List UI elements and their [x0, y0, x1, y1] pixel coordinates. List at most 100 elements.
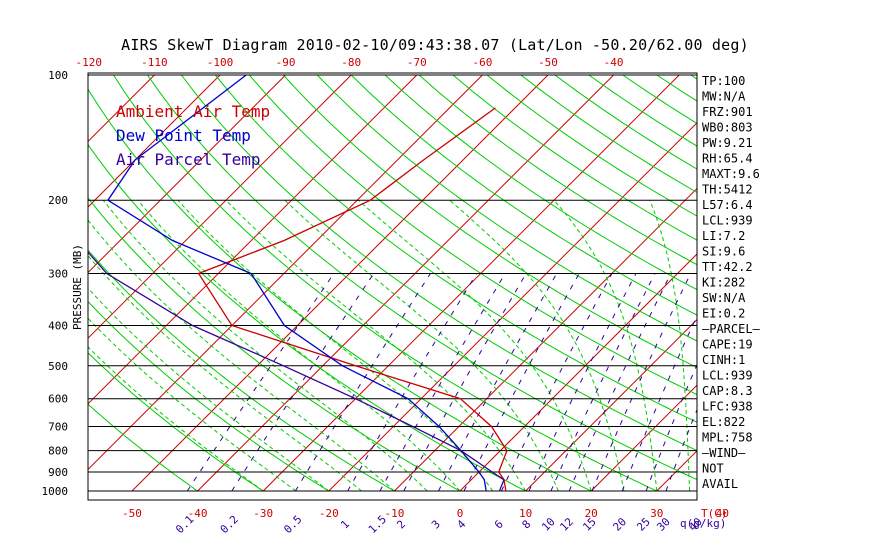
mixing-ratio-line [403, 273, 527, 492]
pressure-tick-label: 700 [48, 421, 68, 434]
index-item: SW:N/A [702, 291, 746, 305]
dry-adiabat-line [248, 74, 697, 396]
dry-adiabat-line [316, 74, 697, 342]
bottom-temp-tick-label: 0 [457, 507, 464, 520]
isotherm-line [590, 384, 697, 492]
dry-adiabat-line [88, 300, 330, 492]
moist-adiabat-line [88, 287, 330, 492]
dry-adiabat-line [88, 403, 198, 492]
moist-adiabat-line [88, 219, 395, 492]
legend-dew-point: Dew Point Temp [116, 126, 251, 145]
dry-adiabat-line [88, 88, 592, 492]
isotherm-line [88, 74, 286, 274]
parcel-temp-line [88, 251, 505, 492]
dry-adiabat-line [88, 197, 461, 492]
index-item: AVAIL [702, 477, 738, 491]
dry-adiabat-line [486, 74, 697, 217]
mixing-ratio-label: 6 [492, 518, 506, 532]
pressure-tick-label: 800 [48, 445, 68, 458]
isotherm-line [88, 74, 221, 208]
pressure-tick-label: 300 [48, 267, 68, 280]
dry-adiabat-line [827, 75, 870, 491]
dry-adiabat-line [656, 74, 697, 102]
isotherm-line [525, 318, 697, 492]
index-item: MW:N/A [702, 90, 746, 104]
mixing-ratio-label: 20 [610, 515, 629, 534]
top-temp-tick-label: -110 [141, 56, 168, 69]
mixing-ratio-line [621, 314, 697, 492]
moist-adiabat-line [449, 199, 625, 492]
chart-title: AIRS SkewT Diagram 2010-02-10/09:43:38.0… [121, 36, 749, 54]
dry-adiabat-line [520, 74, 697, 193]
bottom-temp-tick-label: 10 [519, 507, 532, 520]
dew-point-line [106, 74, 487, 492]
plot-frame [87, 72, 698, 501]
bottom-temp-tick-label: 30 [650, 507, 663, 520]
isotherm-line [88, 74, 418, 405]
index-item: RH:65.4 [702, 152, 753, 166]
top-temp-tick-label: -60 [472, 56, 492, 69]
isotherm-line [788, 75, 870, 491]
mixing-ratio-line [186, 273, 335, 492]
index-item: FRZ:901 [702, 105, 753, 119]
top-temp-tick-label: -100 [207, 56, 234, 69]
mixing-ratio-line [294, 273, 431, 492]
dry-adiabat-line [452, 74, 697, 241]
pressure-tick-label: 400 [48, 319, 68, 332]
mixing-ratio-label: 10 [539, 515, 558, 534]
index-item: CAP:8.3 [702, 384, 753, 398]
index-item: —WIND— [702, 446, 746, 460]
ambient-temp-line [197, 107, 508, 492]
index-item: MPL:758 [702, 431, 753, 445]
dry-adiabat-line [861, 75, 870, 491]
pressure-tick-label: 1000 [42, 485, 69, 498]
dry-adiabat-line [181, 74, 697, 452]
bottom-temp-tick-label: -50 [122, 507, 142, 520]
moist-adiabat-line [284, 199, 559, 492]
moist-adiabat-line [88, 346, 264, 492]
isotherm-line [131, 74, 549, 492]
index-item: SI:9.6 [702, 245, 745, 259]
dry-adiabat-line [214, 74, 697, 423]
top-temp-tick-label: -40 [604, 56, 624, 69]
dry-adiabat-line [146, 74, 697, 481]
pressure-tick-label: 500 [48, 360, 68, 373]
top-temp-tick-label: -50 [538, 56, 558, 69]
legend-ambient-temp: Ambient Air Temp [116, 102, 270, 121]
isotherm-line [88, 74, 483, 471]
bottom-temp-tick-label: -40 [188, 507, 208, 520]
mixing-ratio-label: 12 [557, 515, 576, 534]
moist-adiabat-line [137, 199, 461, 492]
bottom-temp-tick-label: 40 [716, 507, 729, 520]
isotherm-line [88, 74, 352, 339]
bottom-temp-tick-label: 20 [585, 507, 598, 520]
bottom-temp-tick-label: -10 [384, 507, 404, 520]
dry-adiabat-line [88, 249, 395, 492]
index-item: WB0:803 [702, 121, 753, 135]
index-item: EI:0.2 [702, 307, 745, 321]
top-temp-tick-label: -80 [341, 56, 361, 69]
dry-adiabat-line [282, 74, 697, 369]
isotherm-line [328, 122, 697, 492]
index-item: LCL:939 [702, 369, 753, 383]
moist-adiabat-line [102, 199, 428, 492]
mixing-ratio-line [591, 273, 692, 492]
legend-parcel-temp: Air Parcel Temp [116, 150, 261, 169]
bottom-temp-tick-label: -20 [319, 507, 339, 520]
dry-adiabat-line [793, 75, 870, 491]
mixing-ratio-line [500, 273, 613, 492]
mixing-ratio-label: 0.2 [218, 513, 241, 536]
index-item: LFC:938 [702, 400, 753, 414]
pressure-tick-label: 900 [48, 466, 68, 479]
mixing-ratio-line [463, 273, 580, 492]
index-item: TP:100 [702, 74, 745, 88]
mixing-ratio-line [568, 273, 672, 492]
top-temp-tick-label: -70 [407, 56, 427, 69]
dry-adiabat-line [759, 75, 870, 491]
t-unit-label: T(C) [701, 507, 728, 520]
index-item: CAPE:19 [702, 338, 753, 352]
isotherm-line [197, 74, 614, 492]
moist-adiabat-line [88, 317, 297, 492]
isotherm-line [459, 253, 697, 492]
